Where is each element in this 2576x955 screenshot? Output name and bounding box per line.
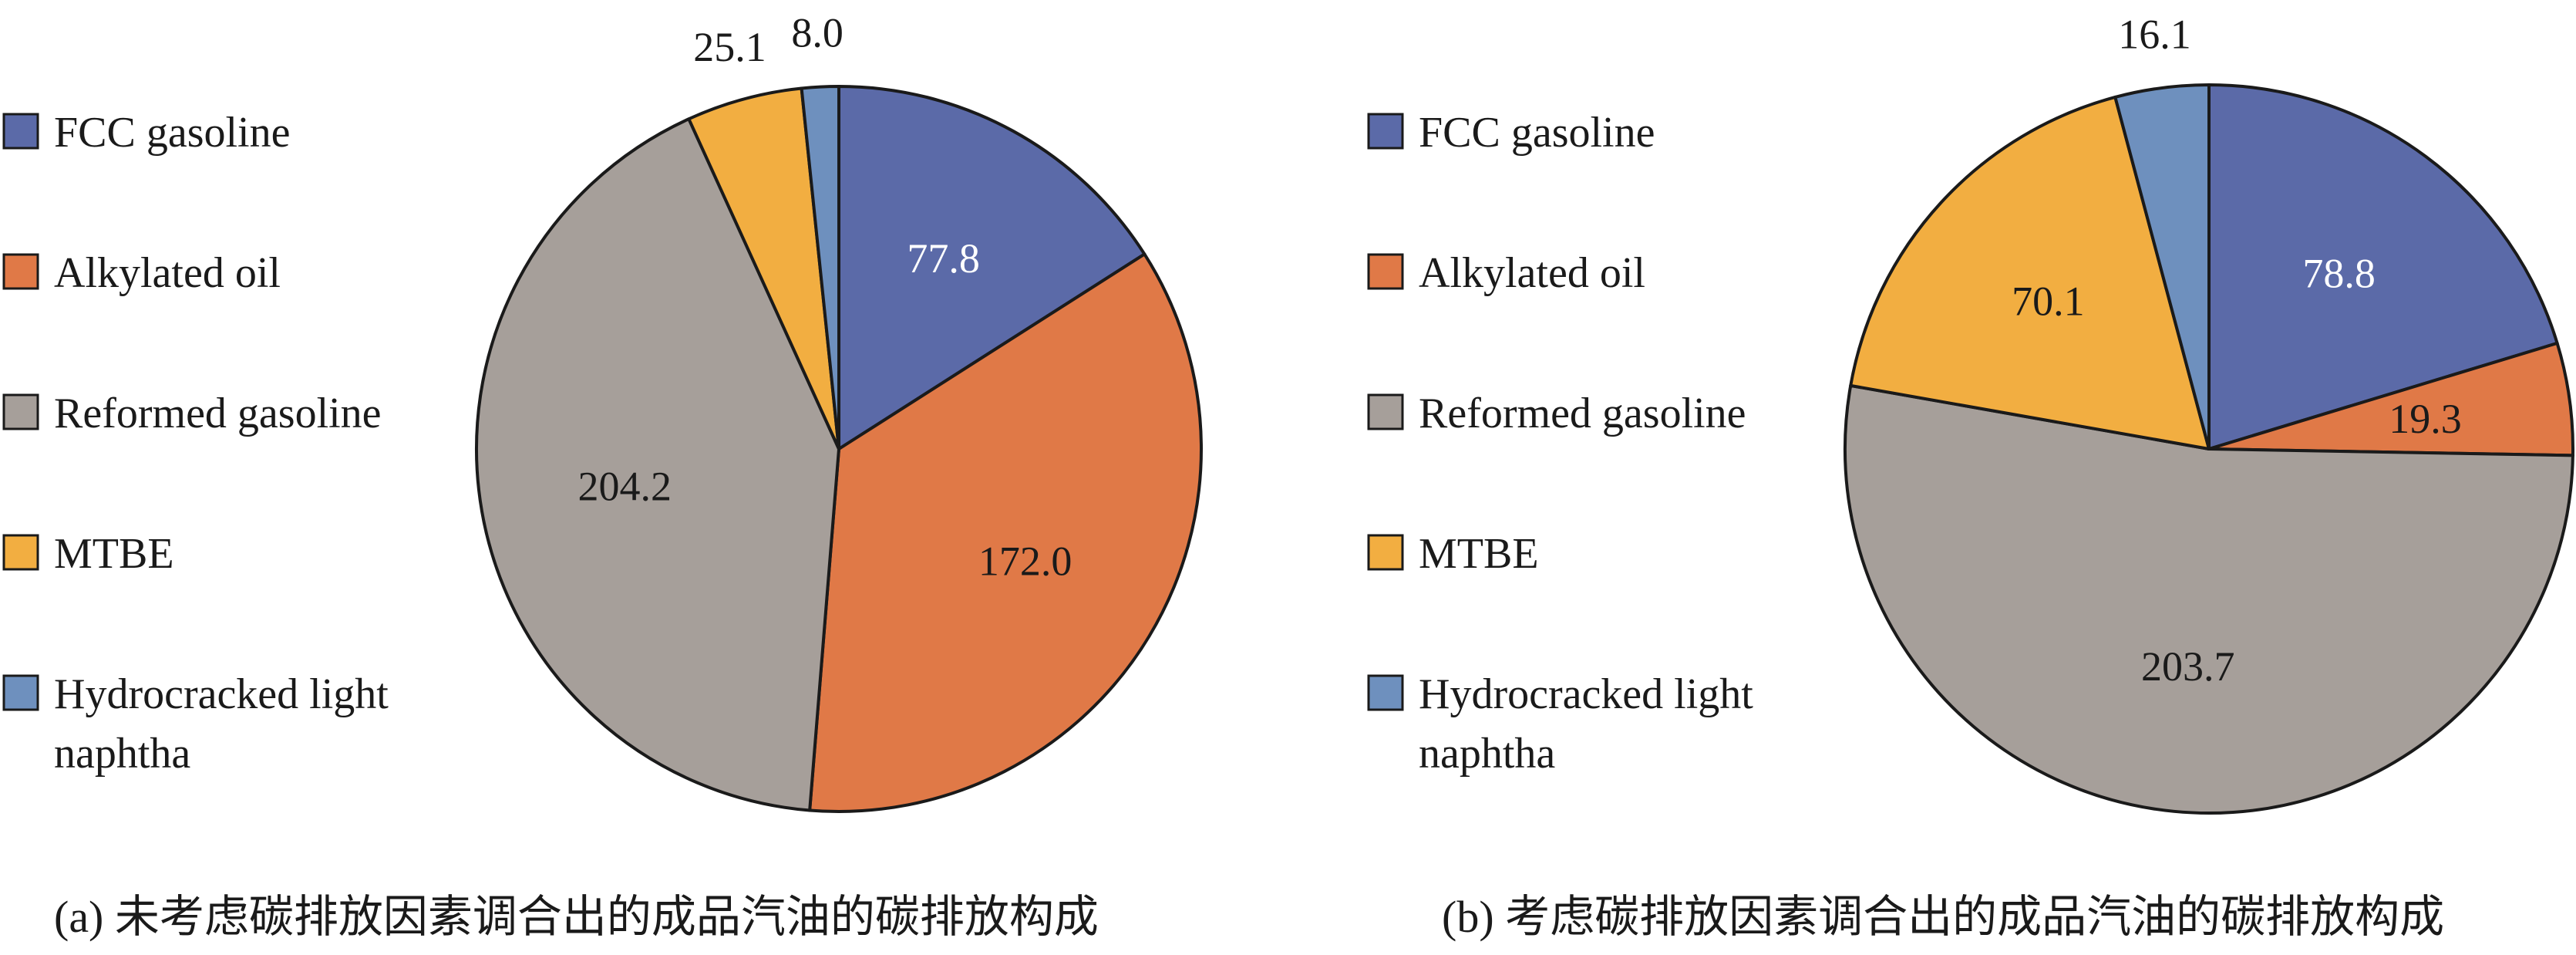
legend-swatch-fcc-gasoline-b [1367,113,1404,150]
legend-item-fcc-gasoline-b: FCC gasoline [1367,109,1655,157]
caption-b: (b) 考虑碳排放因素调合出的成品汽油的碳排放构成 [1442,892,2444,942]
legend-label-hydrocracked-line2-b: naphtha [1419,730,1555,778]
legend-swatch-hydrocracked-b [1367,674,1404,711]
legend-item-reformed-gasoline-a: Reformed gasoline [2,390,382,437]
pie-slice-hydrocracked-a [800,85,840,451]
legend-label-hydrocracked-b: Hydrocracked light [1419,670,1753,718]
data-label-mtbe-a: 25.1 [693,24,766,70]
panel-b: FCC gasoline Alkylated oil Reformed gaso… [1367,12,2574,942]
data-label-hydrocracked-a: 8.0 [791,10,844,56]
legend-swatch-mtbe-b [1367,534,1404,571]
legend-item-reformed-gasoline-b: Reformed gasoline [1367,390,1746,437]
legend-swatch-fcc-gasoline-a [2,113,39,150]
pie-slice-reformed-gasoline-b [1844,383,2574,815]
legend-label-reformed-gasoline-b: Reformed gasoline [1419,390,1746,437]
legend-item-mtbe-b: MTBE [1367,530,1539,578]
legend-label-reformed-gasoline-a: Reformed gasoline [54,390,382,437]
legend-label-fcc-gasoline-b: FCC gasoline [1419,109,1655,157]
legend-label-alkylated-oil-b: Alkylated oil [1419,249,1645,297]
pie-slice-mtbe-b [1849,95,2211,451]
pie-slice-alkylated-oil-b [2207,341,2574,457]
legend-swatch-reformed-gasoline-b [1367,393,1404,430]
legend-label-hydrocracked-a: Hydrocracked light [54,670,389,718]
legend-item-alkylated-oil-b: Alkylated oil [1367,249,1645,297]
data-label-hydrocracked-b: 16.1 [2118,12,2191,58]
legend-label-mtbe-a: MTBE [54,530,174,578]
legend-item-hydrocracked-a: Hydrocracked light naphtha [2,670,389,778]
legend-label-mtbe-b: MTBE [1419,530,1539,578]
legend-swatch-reformed-gasoline-a [2,393,39,430]
data-label-reformed-gasoline-b: 203.7 [2141,643,2235,690]
pie-slice-fcc-gasoline-b [2207,83,2559,451]
pie-chart-a: 77.8 172.0 204.2 25.1 8.0 [475,10,1203,813]
pie-slice-reformed-gasoline-a [475,117,840,812]
data-label-alkylated-oil-b: 19.3 [2389,396,2462,442]
legend-item-hydrocracked-b: Hydrocracked light naphtha [1367,670,1753,778]
legend-swatch-alkylated-oil-b [1367,253,1404,290]
data-label-fcc-gasoline-a: 77.8 [907,235,980,282]
pie-slice-mtbe-a [687,86,840,451]
legend-item-alkylated-oil-a: Alkylated oil [2,249,281,297]
data-label-reformed-gasoline-a: 204.2 [577,464,672,510]
legend-swatch-alkylated-oil-a [2,253,39,290]
legend-item-mtbe-a: MTBE [2,530,174,578]
legend-a: FCC gasoline Alkylated oil Reformed gaso… [2,109,389,778]
caption-a: (a) 未考虑碳排放因素调合出的成品汽油的碳排放构成 [54,892,1099,942]
data-label-alkylated-oil-a: 172.0 [978,538,1072,584]
pie-slice-fcc-gasoline-a [837,85,1147,451]
pie-chart-b: 78.8 19.3 203.7 70.1 16.1 [1844,12,2574,815]
legend-label-fcc-gasoline-a: FCC gasoline [54,109,290,157]
legend-label-hydrocracked-line2-a: naphtha [54,730,190,778]
legend-swatch-hydrocracked-a [2,674,39,711]
panel-a: FCC gasoline Alkylated oil Reformed gaso… [2,10,1203,942]
legend-swatch-mtbe-a [2,534,39,571]
legend-item-fcc-gasoline-a: FCC gasoline [2,109,290,157]
legend-b: FCC gasoline Alkylated oil Reformed gaso… [1367,109,1753,778]
pie-slice-alkylated-oil-a [808,252,1203,813]
data-label-mtbe-b: 70.1 [2012,278,2085,325]
legend-label-alkylated-oil-a: Alkylated oil [54,249,281,297]
pie-slice-hydrocracked-b [2113,83,2211,451]
data-label-fcc-gasoline-b: 78.8 [2302,251,2376,297]
